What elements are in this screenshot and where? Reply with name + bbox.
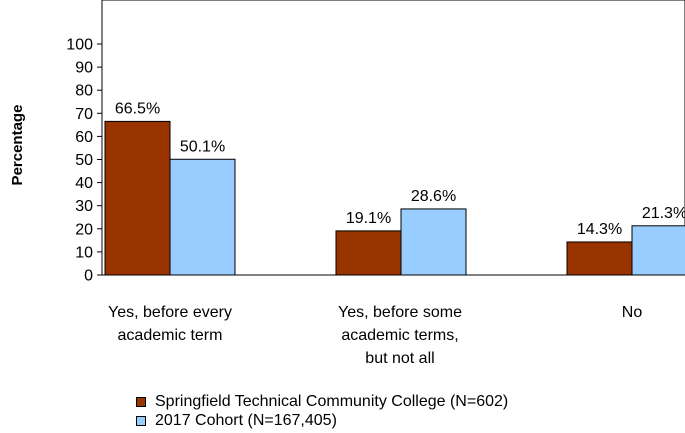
legend-swatch-series-1 [136, 396, 146, 407]
x-category-label: Yes, before some [338, 304, 462, 321]
y-tick-label: 40 [75, 175, 93, 192]
bar-1-2 [335, 230, 402, 276]
data-label: 21.3% [642, 205, 685, 222]
y-tick-label: 90 [75, 60, 93, 77]
bar-2-1 [169, 158, 236, 276]
legend-label-series-1: Springfield Technical Community College … [155, 392, 509, 410]
data-label: 50.1% [180, 138, 225, 155]
data-label: 19.1% [346, 210, 391, 227]
bar-1-3 [566, 241, 633, 276]
bar-1-1 [104, 120, 171, 276]
x-category-label: Yes, before every [108, 304, 232, 321]
legend-item-series-1: Springfield Technical Community College … [136, 392, 508, 411]
bar-2-3 [631, 225, 685, 276]
y-tick-label: 60 [75, 129, 93, 146]
bars-layer [104, 120, 685, 276]
legend-item-series-2: 2017 Cohort (N=167,405) [136, 411, 508, 430]
y-tick-label: 50 [75, 152, 93, 169]
y-tick-label: 10 [75, 244, 93, 261]
data-label: 28.6% [411, 188, 456, 205]
y-tick-label: 30 [75, 198, 93, 215]
legend: Springfield Technical Community College … [136, 392, 508, 430]
y-tick-label: 20 [75, 221, 93, 238]
x-category-label: academic term [118, 327, 223, 344]
legend-label-series-2: 2017 Cohort (N=167,405) [155, 411, 337, 429]
x-category-label: academic terms, [341, 327, 458, 344]
y-tick-label: 80 [75, 83, 93, 100]
data-label: 14.3% [577, 221, 622, 238]
x-category-label: but not all [365, 350, 434, 367]
legend-swatch-series-2 [136, 415, 146, 426]
x-category-label: No [622, 304, 643, 321]
y-tick-label: 100 [66, 37, 93, 54]
bar-2-2 [400, 208, 467, 276]
labels-layer: 66.5% 19.1% 14.3% 50.1% 28.6% 21.3% Yes, befor… [108, 100, 685, 367]
y-axis-title: Percentage [9, 105, 26, 186]
y-tick-label: 70 [75, 106, 93, 123]
data-label: 66.5% [115, 100, 160, 117]
y-tick-label: 0 [84, 268, 93, 285]
